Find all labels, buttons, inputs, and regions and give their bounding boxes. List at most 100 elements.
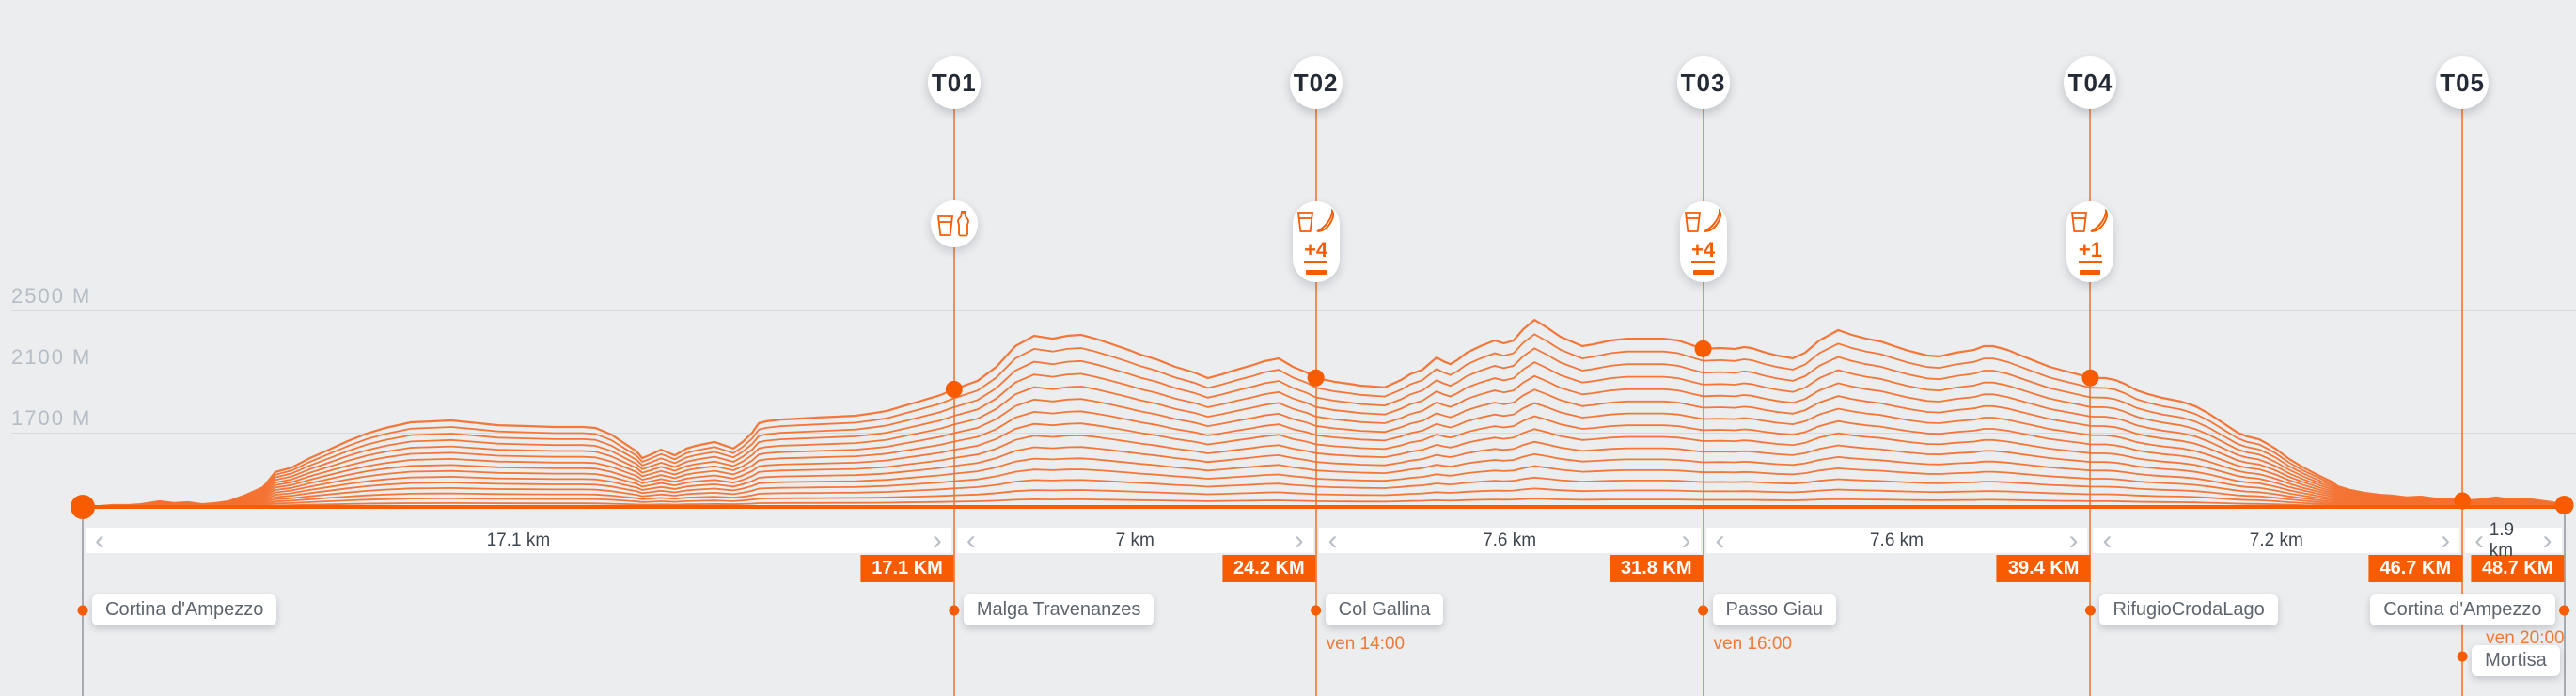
checkpoint-marker-t03[interactable]: T03 <box>1676 56 1730 109</box>
bottle-icon <box>955 211 971 237</box>
cumulative-km-badge: 17.1 KM <box>860 555 954 582</box>
aid-icon-row <box>936 211 971 237</box>
ridge-echo-line <box>83 498 2565 508</box>
checkpoint-marker-t04[interactable]: T04 <box>2064 56 2117 109</box>
banana-icon <box>1703 209 1723 233</box>
support-count-label: +4 <box>1304 238 1328 263</box>
cup-icon <box>936 214 954 237</box>
cup-icon <box>1684 211 1702 233</box>
segment-distance-label: 7.6 km <box>1483 530 1537 550</box>
aid-icon-row <box>1296 209 1336 233</box>
segment-bar: ‹ 7.2 km › <box>2093 524 2460 556</box>
support-count-label: +1 <box>2078 238 2103 263</box>
aid-icon-row <box>2070 209 2110 233</box>
checkpoint-marker-t05[interactable]: T05 <box>2436 56 2490 109</box>
segment-bar: ‹ 7.6 km › <box>1318 524 1701 556</box>
y-axis-label: 2500 M <box>11 284 92 308</box>
aid-station-t01[interactable] <box>930 200 978 247</box>
support-count-label: +4 <box>1691 238 1716 263</box>
place-label-dot <box>77 605 88 616</box>
ridge-echo-line <box>82 465 2565 508</box>
checkpoint-profile-dot[interactable] <box>2081 369 2099 387</box>
banana-icon <box>1315 209 1336 233</box>
place-label: Col Gallina <box>1325 594 1444 625</box>
timetable-label: ven 20:00 <box>2486 628 2565 648</box>
chevron-left-icon[interactable]: ‹ <box>966 524 976 556</box>
y-axis-label: 1700 M <box>11 406 92 430</box>
chevron-left-icon[interactable]: ‹ <box>2474 524 2485 556</box>
ridge-echo-line <box>82 374 2565 508</box>
chevron-right-icon[interactable]: › <box>2542 524 2552 556</box>
elevation-profile-line <box>82 318 2565 509</box>
chevron-right-icon[interactable]: › <box>1681 524 1691 556</box>
checkpoint-guide-line <box>1314 90 1317 696</box>
segment-distance-label: 7.2 km <box>2249 530 2303 550</box>
place-label-dot <box>2084 605 2096 616</box>
place-label: Cortina d'Ampezzo <box>2370 594 2555 625</box>
aid-icon-row <box>1684 209 1723 233</box>
checkpoint-profile-dot[interactable] <box>1694 340 1712 357</box>
checkpoint-profile-dot[interactable] <box>945 380 963 398</box>
segment-bar: ‹ 7 km › <box>956 524 1313 556</box>
place-label: Malga Travenanzes <box>963 594 1154 625</box>
checkpoint-label: T05 <box>2440 68 2486 97</box>
chevron-left-icon[interactable]: ‹ <box>95 524 104 556</box>
segment-distance-label: 17.1 km <box>486 530 551 550</box>
ridge-echo-line <box>82 452 2565 508</box>
segment-distance-label: 1.9 km <box>2489 519 2515 561</box>
cumulative-km-badge: 31.8 KM <box>1609 555 1704 582</box>
checkpoint-label: T02 <box>1293 68 1339 97</box>
place-label: RifugioCrodaLago <box>2099 594 2278 625</box>
segment-bar: ‹ 7.6 km › <box>1705 524 2088 556</box>
checkpoint-label: T03 <box>1680 68 1726 97</box>
timetable-label: ven 16:00 <box>1713 634 1793 654</box>
ridge-echo-line <box>82 402 2565 508</box>
start-finish-guide-line <box>82 509 84 696</box>
chevron-left-icon[interactable]: ‹ <box>2102 524 2113 556</box>
aid-underline-bar <box>1305 269 1327 275</box>
ridge-echo-line <box>82 347 2565 508</box>
start-profile-dot <box>71 495 95 519</box>
chevron-right-icon[interactable]: › <box>2441 524 2451 556</box>
checkpoint-guide-line <box>1702 90 1704 696</box>
cup-icon <box>1296 211 1314 233</box>
place-label: Passo Giau <box>1712 594 1836 625</box>
ridge-echo-line <box>82 415 2565 508</box>
aid-station-t03[interactable]: +4 <box>1679 201 1727 282</box>
cumulative-km-badge: 24.2 KM <box>1222 555 1316 582</box>
checkpoint-guide-line <box>2089 90 2092 696</box>
chevron-left-icon[interactable]: ‹ <box>1715 524 1725 556</box>
segment-bar: ‹ 1.9 km › <box>2465 520 2562 561</box>
aid-station-t02[interactable]: +4 <box>1292 201 1340 282</box>
checkpoint-profile-dot[interactable] <box>2454 492 2472 510</box>
chevron-right-icon[interactable]: › <box>932 524 942 556</box>
checkpoint-marker-t02[interactable]: T02 <box>1289 56 1343 109</box>
cup-icon <box>2070 211 2088 233</box>
checkpoint-label: T04 <box>2067 68 2113 97</box>
chevron-right-icon[interactable]: › <box>2068 524 2079 556</box>
finish-profile-dot <box>2554 496 2574 515</box>
place-label: Mortisa <box>2472 645 2560 676</box>
place-label-dot <box>2559 605 2570 616</box>
segment-distance-label: 7 km <box>1115 530 1154 550</box>
place-label-dot <box>949 605 960 616</box>
place-label-dot <box>1311 605 1322 616</box>
checkpoint-marker-t01[interactable]: T01 <box>927 56 981 109</box>
chevron-left-icon[interactable]: ‹ <box>1327 524 1338 556</box>
checkpoint-profile-dot[interactable] <box>1307 369 1325 387</box>
cumulative-km-badge: 48.7 KM <box>2470 555 2565 582</box>
checkpoint-label: T01 <box>931 68 977 97</box>
elevation-gridline <box>11 433 2576 434</box>
ridge-echo-line <box>82 388 2565 508</box>
ridge-echo-line <box>82 333 2565 508</box>
ridge-echo-line <box>82 361 2565 508</box>
chevron-right-icon[interactable]: › <box>1294 524 1304 556</box>
cumulative-km-badge: 46.7 KM <box>2368 555 2463 582</box>
aid-station-t04[interactable]: +1 <box>2066 201 2114 282</box>
checkpoint-guide-line <box>2461 90 2464 696</box>
segment-distance-label: 7.6 km <box>1869 530 1924 550</box>
ridge-echo-line <box>82 440 2565 508</box>
ridge-echo-line <box>82 487 2565 508</box>
